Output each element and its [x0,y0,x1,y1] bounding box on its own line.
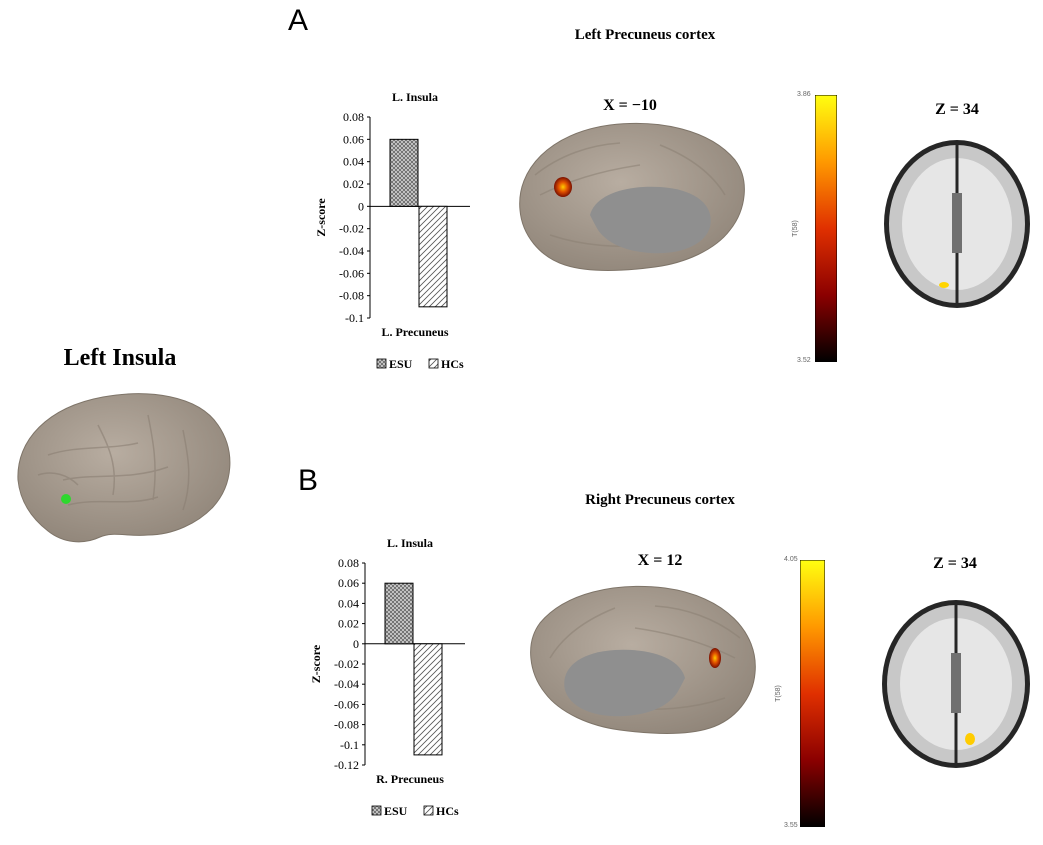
bar-esu [384,582,414,645]
x-axis-label: L. Precuneus [381,325,448,339]
activation-blob [965,733,975,745]
y-tick-label: 0 [353,637,359,651]
panel-b-sagittal-label: X = 12 [637,552,683,569]
y-axis-label: Z-score [309,644,323,683]
panel-a-title: Left Precuneus cortex [574,27,716,43]
bar-esu [389,138,419,207]
panel-b-axial-label: Z = 34 [933,555,977,572]
chart-title: L. Insula [392,90,438,104]
y-tick-label: -0.08 [334,718,359,732]
panel-b-letter: B [298,464,319,497]
y-tick-label: 0.08 [338,556,359,570]
insula-seed-marker [61,494,71,504]
activation-blob [939,282,949,288]
y-tick-label: 0.02 [338,617,359,631]
y-tick-label: 0.04 [343,155,364,169]
chart-title: L. Insula [387,536,433,550]
panel-b-colorbar-max: 4.05 [784,556,798,563]
x-axis-label: R. Precuneus [376,772,444,786]
y-tick-label: -0.1 [340,738,359,752]
legend-swatch-hcs [423,805,434,816]
legend-label-esu: ESU [384,804,408,818]
y-tick-label: -0.12 [334,758,359,772]
y-tick-label: -0.1 [345,311,364,325]
y-tick-label: 0.06 [338,576,359,590]
panel-a-bar-chart: L. Insula 0.08 0.06 0.04 0.02 0 -0.02 -0.04 -0.0… [314,90,470,371]
panel-a-sagittal-label: X = −10 [603,97,657,114]
panel-a-colorbar: 3.86 3.52 T(58) [792,91,838,364]
y-tick-label: 0.06 [343,132,364,146]
panel-b-sagittal-brain [530,585,756,734]
y-axis-label: Z-score [314,198,328,237]
activation-blob [554,177,572,197]
y-tick-label: 0.04 [338,596,359,610]
left-insula-title: Left Insula [63,345,177,371]
panel-b-colorbar-label: T(58) [774,685,782,702]
panel-b-title: Right Precuneus cortex [585,492,735,508]
lateral-brain-image [17,393,231,543]
y-tick-label: -0.02 [334,657,359,671]
bar-hcs [418,205,448,308]
panel-a-axial-label: Z = 34 [935,101,979,118]
y-tick-label: -0.06 [334,697,359,711]
panel-b-colorbar: 4.05 3.55 T(58) [775,556,826,829]
y-tick-label: 0 [358,199,364,213]
y-tick-label: 0.08 [343,110,364,124]
y-tick-label: -0.08 [339,289,364,303]
y-tick-label: 0.02 [343,177,364,191]
legend-label-esu: ESU [389,357,413,371]
bar-hcs [413,643,443,756]
panel-a-colorbar-max: 3.86 [797,91,811,98]
y-tick-label: -0.04 [334,677,359,691]
panel-b-axial-slice [882,600,1030,768]
panel-b-bar-chart: L. Insula 0.08 0.06 0.04 0.02 0 -0.02 -0.04 -0.0… [309,536,465,818]
legend-swatch-hcs [428,358,439,369]
panel-a-sagittal-brain [519,122,745,271]
y-tick-label: -0.02 [339,222,364,236]
legend-label-hcs: HCs [441,357,464,371]
panel-a-letter: A [288,4,309,37]
y-tick-label: -0.06 [339,266,364,280]
panel-a-colorbar-label: T(58) [791,220,799,237]
y-tick-label: -0.04 [339,244,364,258]
panel-b-colorbar-min: 3.55 [784,822,798,829]
activation-blob [709,648,721,668]
panel-a-colorbar-min: 3.52 [797,357,811,364]
legend-swatch-esu [376,358,387,369]
panel-a-axial-slice [884,140,1030,308]
legend-swatch-esu [371,805,382,816]
legend-label-hcs: HCs [436,804,459,818]
